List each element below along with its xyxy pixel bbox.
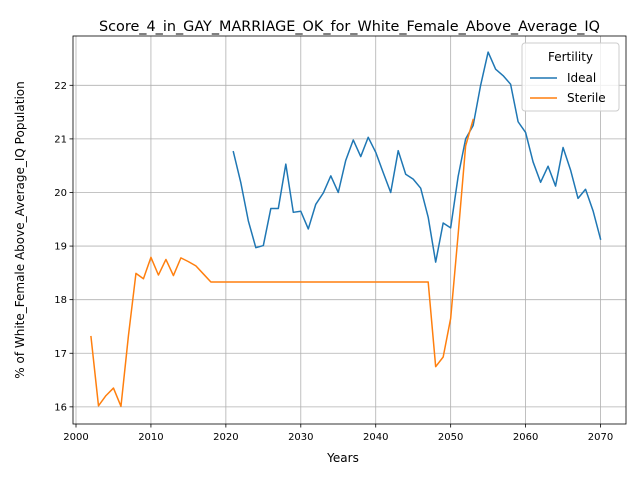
chart-title: Score_4_in_GAY_MARRIAGE_OK_for_White_Fem… [99,19,600,35]
y-tick-label: 20 [54,188,67,199]
x-axis-label: Years [326,451,359,465]
series-line-sterile [90,118,475,408]
y-axis-label: % of White_Female Above_Average_IQ Popul… [13,81,27,378]
series-line-ideal [232,51,602,263]
x-tick-label: 2010 [138,432,163,443]
y-tick-label: 19 [54,242,67,253]
x-tick-label: 2040 [363,432,388,443]
legend-box [521,42,620,112]
y-tick-label: 17 [54,349,67,360]
x-tick-label: 2070 [588,432,613,443]
y-tick-label: 21 [54,134,67,145]
x-tick-label: 2000 [63,432,88,443]
x-tick-label: 2030 [288,432,313,443]
legend-label-sterile: Sterile [567,91,606,105]
y-tick-label: 16 [54,402,67,413]
legend-label-ideal: Ideal [567,71,596,85]
plot-frame [72,35,627,425]
legend: Fertility Ideal Sterile [521,42,620,112]
x-tick-label: 2050 [438,432,463,443]
axis-ticks: 2000 2010 2020 2030 2040 2050 2060 2070 16 17 18 19… [54,81,613,443]
y-tick-label: 22 [54,81,67,92]
x-tick-label: 2020 [213,432,238,443]
x-tick-label: 2060 [513,432,538,443]
legend-title: Fertility [548,50,593,64]
series-lines [90,51,602,408]
y-tick-label: 18 [54,295,67,306]
